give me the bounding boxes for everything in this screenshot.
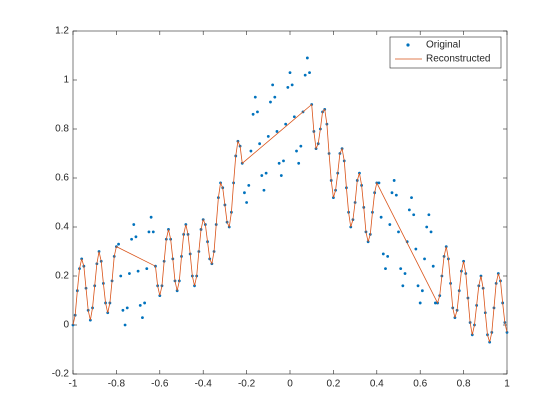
- point: [386, 255, 390, 258]
- point: [282, 159, 285, 163]
- legend-box: [389, 36, 502, 69]
- point: [273, 95, 277, 99]
- point: [284, 122, 288, 126]
- point: [147, 230, 151, 234]
- point: [392, 179, 396, 182]
- point: [266, 134, 270, 138]
- point: [379, 215, 383, 219]
- point: [132, 223, 136, 226]
- point: [407, 208, 411, 212]
- point: [403, 272, 407, 275]
- point: [305, 56, 309, 60]
- point: [149, 215, 153, 219]
- point: [401, 284, 405, 288]
- legend-label: Original: [426, 40, 460, 51]
- point: [260, 174, 264, 177]
- point: [119, 274, 123, 278]
- point: [288, 71, 292, 75]
- point: [269, 100, 272, 104]
- point: [384, 267, 387, 271]
- point: [262, 188, 266, 192]
- x-tick-label: 0.8: [457, 379, 471, 390]
- point: [256, 110, 259, 114]
- x-tick-label: -0.6: [151, 379, 169, 390]
- y-tick-label: 0.4: [55, 222, 69, 233]
- plot-area: [72, 30, 508, 375]
- point: [377, 181, 381, 185]
- point: [303, 73, 307, 77]
- point: [279, 174, 283, 177]
- y-tick-label: 0.2: [55, 271, 69, 282]
- x-tick-label: 0: [287, 379, 293, 390]
- line: [72, 103, 508, 343]
- point: [308, 71, 311, 75]
- point: [295, 149, 298, 153]
- point: [128, 272, 131, 275]
- point: [431, 264, 435, 268]
- y-tick-label: 1.2: [55, 26, 69, 37]
- x-tick-label: -1: [69, 379, 78, 390]
- y-tick-label: 0: [63, 320, 69, 331]
- point: [251, 112, 255, 116]
- point: [414, 247, 418, 251]
- point: [121, 308, 125, 312]
- point: [410, 196, 413, 200]
- point: [275, 130, 279, 133]
- point: [299, 144, 303, 148]
- point: [249, 149, 253, 153]
- point: [429, 230, 433, 234]
- x-tick-label: -0.2: [238, 379, 256, 390]
- point: [416, 284, 420, 288]
- y-tick-label: 1: [63, 75, 69, 86]
- point: [381, 252, 385, 256]
- point: [123, 323, 127, 327]
- point: [258, 142, 262, 146]
- point: [412, 213, 416, 217]
- y-tick-label: 0.8: [55, 124, 69, 135]
- point: [397, 230, 400, 234]
- x-tick-label: 0.6: [413, 379, 427, 390]
- point: [297, 161, 301, 165]
- point: [247, 183, 251, 187]
- point: [134, 235, 138, 239]
- point: [117, 242, 120, 246]
- point: [420, 289, 424, 293]
- point: [125, 306, 129, 310]
- y-tick-label: -0.2: [52, 369, 70, 380]
- point: [423, 257, 426, 261]
- legend-label: Reconstructed: [426, 54, 490, 65]
- x-tick-label: -0.8: [108, 379, 126, 390]
- x-tick-label: 1: [504, 379, 510, 390]
- point: [136, 269, 140, 273]
- point: [388, 223, 392, 226]
- point: [425, 225, 429, 229]
- point: [138, 304, 142, 307]
- point: [394, 193, 398, 197]
- point: [145, 267, 149, 271]
- point: [390, 191, 394, 195]
- x-tick-label: 0.4: [370, 379, 384, 390]
- point: [290, 83, 294, 87]
- x-tick-label: 0.2: [326, 379, 340, 390]
- point: [418, 301, 422, 305]
- point: [243, 191, 246, 195]
- y-tick-label: 0.6: [55, 173, 69, 184]
- point: [264, 171, 268, 175]
- point: [143, 301, 147, 305]
- point: [151, 230, 155, 234]
- point: [253, 95, 257, 99]
- point: [271, 83, 275, 87]
- point: [427, 213, 431, 217]
- point: [399, 267, 403, 271]
- point: [292, 115, 296, 119]
- point: [130, 237, 133, 241]
- point: [141, 316, 144, 320]
- legend-swatch: [406, 43, 410, 47]
- point: [245, 201, 249, 204]
- point: [286, 85, 290, 89]
- point: [433, 301, 437, 305]
- x-tick-label: -0.4: [195, 379, 213, 390]
- point: [277, 161, 281, 165]
